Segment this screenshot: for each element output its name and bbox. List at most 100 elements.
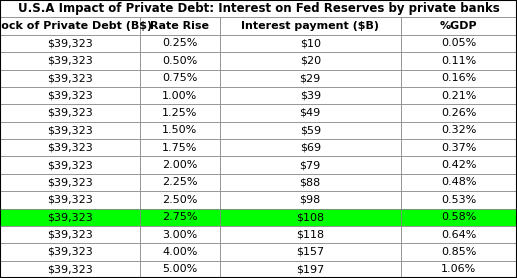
Text: $39,323: $39,323 — [47, 264, 93, 274]
Bar — [401, 52, 517, 70]
Text: $39,323: $39,323 — [47, 38, 93, 48]
Bar — [0, 191, 140, 208]
Text: $69: $69 — [300, 143, 321, 153]
Bar — [0, 139, 140, 156]
Text: $118: $118 — [296, 230, 324, 240]
Text: 0.85%: 0.85% — [441, 247, 477, 257]
Text: 2.25%: 2.25% — [162, 177, 197, 187]
Text: $39,323: $39,323 — [47, 56, 93, 66]
Bar — [140, 52, 220, 70]
Text: 1.50%: 1.50% — [162, 125, 197, 135]
Text: 0.21%: 0.21% — [441, 91, 477, 101]
Bar — [0, 35, 140, 52]
Text: $157: $157 — [296, 247, 324, 257]
Bar — [140, 243, 220, 261]
Text: $39,323: $39,323 — [47, 73, 93, 83]
Bar — [401, 35, 517, 52]
Bar — [0, 261, 140, 278]
Text: $98: $98 — [299, 195, 321, 205]
Bar — [140, 70, 220, 87]
Bar — [220, 174, 401, 191]
Bar — [140, 261, 220, 278]
Text: Interest payment ($B): Interest payment ($B) — [241, 21, 379, 31]
Bar — [401, 243, 517, 261]
Bar — [140, 87, 220, 104]
Text: 0.05%: 0.05% — [441, 38, 477, 48]
Bar — [0, 156, 140, 174]
Bar — [0, 226, 140, 243]
Text: %GDP: %GDP — [440, 21, 478, 31]
Bar — [401, 70, 517, 87]
Bar — [220, 139, 401, 156]
Text: 0.75%: 0.75% — [162, 73, 197, 83]
Bar — [220, 35, 401, 52]
Bar — [220, 104, 401, 122]
Bar — [140, 156, 220, 174]
Text: 0.42%: 0.42% — [441, 160, 477, 170]
Bar — [220, 156, 401, 174]
Bar — [140, 191, 220, 208]
Bar — [401, 226, 517, 243]
Text: 0.50%: 0.50% — [162, 56, 197, 66]
Bar — [220, 70, 401, 87]
Text: $29: $29 — [299, 73, 321, 83]
Text: Rate Rise: Rate Rise — [150, 21, 209, 31]
Text: 2.50%: 2.50% — [162, 195, 197, 205]
Text: 5.00%: 5.00% — [162, 264, 197, 274]
Bar — [401, 261, 517, 278]
Text: 0.48%: 0.48% — [441, 177, 477, 187]
Text: $39,323: $39,323 — [47, 108, 93, 118]
Text: 0.26%: 0.26% — [441, 108, 477, 118]
Text: 4.00%: 4.00% — [162, 247, 197, 257]
Bar — [140, 17, 220, 35]
Bar — [0, 87, 140, 104]
Text: 0.53%: 0.53% — [441, 195, 477, 205]
Bar — [401, 139, 517, 156]
Bar — [401, 122, 517, 139]
Text: $49: $49 — [299, 108, 321, 118]
Bar — [220, 87, 401, 104]
Text: $39,323: $39,323 — [47, 125, 93, 135]
Text: $39,323: $39,323 — [47, 247, 93, 257]
Bar — [401, 17, 517, 35]
Bar — [140, 208, 220, 226]
Text: 0.16%: 0.16% — [441, 73, 477, 83]
Text: $10: $10 — [300, 38, 321, 48]
Text: 0.11%: 0.11% — [441, 56, 477, 66]
Bar — [140, 174, 220, 191]
Bar — [140, 226, 220, 243]
Bar — [220, 191, 401, 208]
Bar — [401, 87, 517, 104]
Text: $79: $79 — [299, 160, 321, 170]
Bar — [0, 208, 140, 226]
Text: $39,323: $39,323 — [47, 160, 93, 170]
Bar — [220, 243, 401, 261]
Text: 2.75%: 2.75% — [162, 212, 197, 222]
Bar — [401, 191, 517, 208]
Bar — [0, 243, 140, 261]
Bar — [0, 0, 517, 17]
Bar — [220, 122, 401, 139]
Bar — [401, 156, 517, 174]
Text: $20: $20 — [300, 56, 321, 66]
Bar — [220, 17, 401, 35]
Bar — [140, 122, 220, 139]
Text: 1.06%: 1.06% — [441, 264, 477, 274]
Bar — [0, 70, 140, 87]
Text: $39: $39 — [300, 91, 321, 101]
Text: $39,323: $39,323 — [47, 195, 93, 205]
Bar — [401, 174, 517, 191]
Text: $39,323: $39,323 — [47, 212, 93, 222]
Bar — [140, 35, 220, 52]
Bar — [220, 208, 401, 226]
Text: $39,323: $39,323 — [47, 91, 93, 101]
Text: $88: $88 — [299, 177, 321, 187]
Bar — [0, 17, 140, 35]
Bar — [220, 226, 401, 243]
Text: $197: $197 — [296, 264, 324, 274]
Text: $39,323: $39,323 — [47, 143, 93, 153]
Text: 1.75%: 1.75% — [162, 143, 197, 153]
Bar — [0, 174, 140, 191]
Text: 0.58%: 0.58% — [441, 212, 477, 222]
Text: U.S.A Impact of Private Debt: Interest on Fed Reserves by private banks: U.S.A Impact of Private Debt: Interest o… — [18, 2, 499, 15]
